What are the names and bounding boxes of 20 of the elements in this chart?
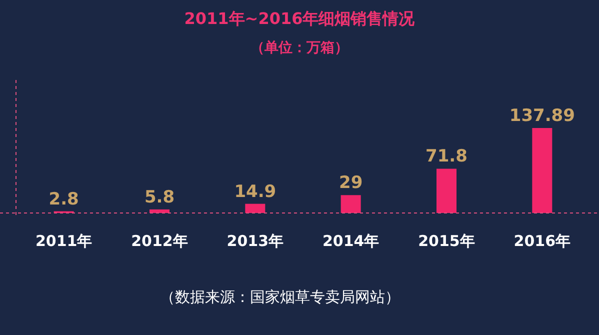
bar [436, 168, 456, 213]
data-label: 29 [338, 173, 363, 194]
x-tick-label: 2013年 [226, 232, 284, 250]
data-label: 2.8 [48, 189, 79, 210]
data-label: 137.89 [509, 106, 575, 126]
bar [532, 128, 552, 213]
x-tick-label: 2012年 [131, 232, 188, 250]
chart-subtitle: （单位：万箱） [250, 40, 348, 56]
x-tick-label: 2014年 [322, 232, 380, 250]
x-tick-label: 2016年 [514, 232, 571, 250]
bar [245, 204, 266, 213]
data-label: 71.8 [426, 146, 468, 167]
x-tick-label: 2011年 [35, 232, 92, 250]
data-label: 5.8 [144, 187, 175, 208]
data-label: 14.9 [234, 182, 276, 202]
bar [150, 209, 170, 213]
text: （数据来源：国家烟草专卖局网站） [160, 288, 400, 306]
x-tick-label: 2015年 [418, 232, 475, 250]
chart-title: 2011年~2016年细烟销售情况 [184, 9, 416, 28]
bar [340, 195, 361, 213]
